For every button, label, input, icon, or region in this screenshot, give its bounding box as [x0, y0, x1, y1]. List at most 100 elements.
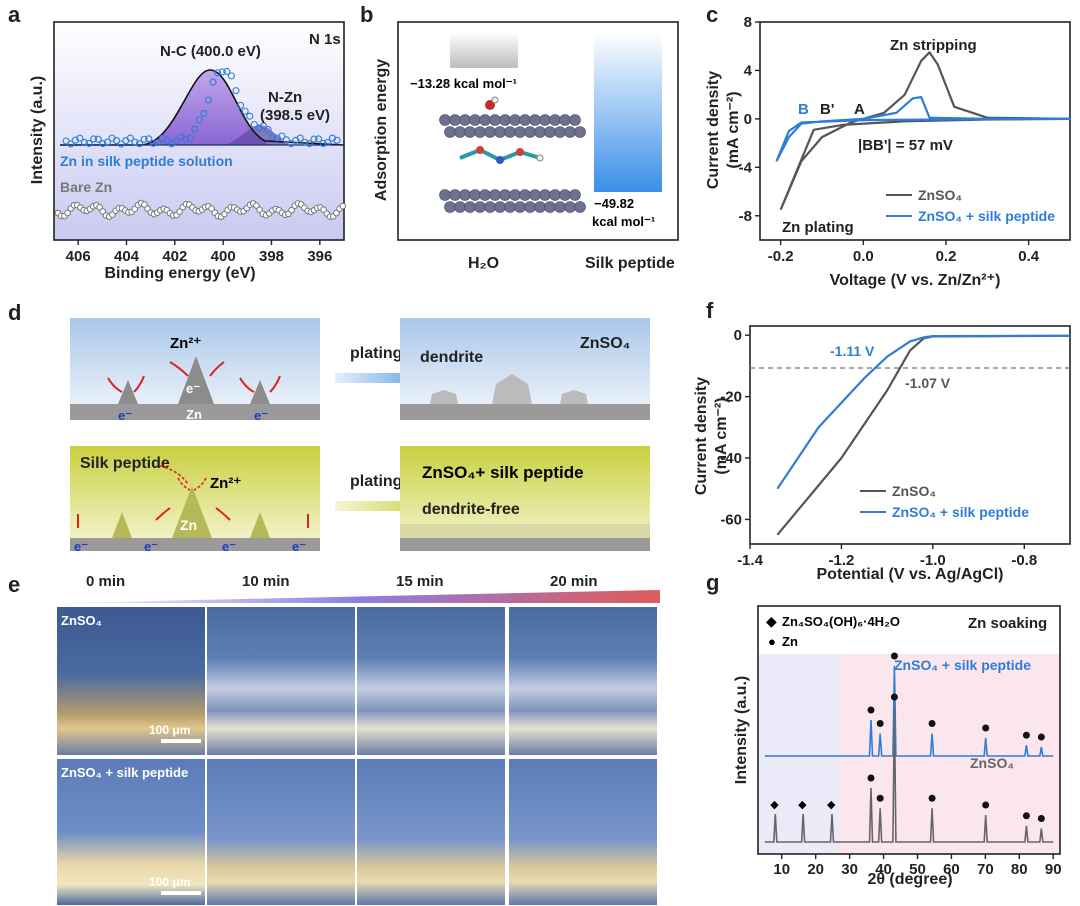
- zn-atom: [489, 114, 501, 126]
- data-point: [214, 69, 222, 77]
- x-tick-label: 30: [841, 861, 858, 878]
- legend-hydroxide: Zn₄SO₄(OH)₆·4H₂O: [782, 614, 900, 629]
- silk-peptide-spectrum: [62, 67, 341, 148]
- zn-atom: [534, 126, 546, 138]
- data-point: [237, 101, 245, 109]
- panel-label-c: c: [706, 2, 719, 27]
- zn-atom: [464, 201, 476, 213]
- zn-atom: [504, 126, 516, 138]
- data-point: [333, 209, 340, 217]
- y-tick-label: 0: [744, 111, 752, 128]
- zn-atom: [574, 126, 586, 138]
- x-ticks: 406 404 402 400 398 396: [66, 240, 332, 265]
- electron-label: e⁻: [186, 381, 200, 396]
- time-15: 15 min: [396, 573, 444, 590]
- zn-peak-marker: [867, 706, 875, 714]
- y-tick-label: 0: [734, 327, 742, 344]
- hydroxide-diamond-icon: ◆: [766, 613, 777, 629]
- data-point: [218, 68, 226, 76]
- x-tick-label: 404: [114, 248, 140, 265]
- y-tick-label: -4: [739, 159, 753, 176]
- zn-atom: [554, 126, 566, 138]
- data-point: [145, 135, 153, 143]
- zn-atom: [514, 126, 526, 138]
- zn-atom: [559, 114, 571, 126]
- data-point: [149, 139, 157, 147]
- data-point: [113, 137, 121, 145]
- micrograph-znso4-1: [206, 606, 356, 756]
- zn-atom: [544, 126, 556, 138]
- silk-energy-value: −49.82: [594, 196, 634, 211]
- x-axis-label: Potential (V vs. Ag/AgCl): [817, 566, 1004, 583]
- data-point: [204, 96, 212, 104]
- data-point: [253, 202, 260, 209]
- y-tick-label: -20: [720, 389, 742, 406]
- a-marker: A: [854, 101, 865, 118]
- plating-arrow: [335, 366, 420, 390]
- zn-atom: [454, 201, 466, 213]
- scale-bar: [161, 891, 201, 895]
- data-point: [64, 209, 71, 217]
- zn-label: Zn: [180, 517, 197, 533]
- bprime-marker: B': [820, 101, 834, 118]
- x-tick-label: -1.0: [920, 552, 946, 569]
- zn-atom: [564, 201, 576, 213]
- h2o-adsorption-structure: [439, 96, 586, 138]
- micrograph-silk-0: ZnSO₄ + silk peptide 100 μm: [56, 758, 206, 906]
- series-line: [779, 51, 1072, 211]
- legend-znso4: ZnSO₄: [892, 483, 936, 499]
- znso4-silk-label: ZnSO₄+ silk peptide: [422, 463, 584, 482]
- data-point: [163, 136, 171, 144]
- y-axis-label: Adsorption energy: [373, 59, 390, 201]
- data-point: [191, 125, 199, 133]
- panel-label-e: e: [8, 572, 21, 597]
- electron-label: e⁻: [292, 539, 306, 554]
- x-tick-label: 0.4: [1018, 248, 1040, 265]
- y-axis-unit: (mA cm⁻²): [713, 397, 730, 474]
- zn-atom: [504, 201, 516, 213]
- plating-label: Zn plating: [782, 219, 854, 236]
- x-tick-label: 60: [943, 861, 960, 878]
- data-point: [181, 135, 190, 143]
- x-tick-label: 20: [807, 861, 824, 878]
- zn-soaking-label: Zn soaking: [968, 615, 1047, 632]
- x-tick-label: 50: [909, 861, 926, 878]
- zn-atom: [539, 189, 551, 201]
- onset-znso4: -1.07 V: [905, 375, 951, 391]
- x-tick-label: -1.4: [737, 552, 764, 569]
- y-axis-label: Intensity (a.u.): [733, 676, 750, 784]
- zn-atom: [494, 201, 506, 213]
- data-point: [255, 124, 263, 132]
- dendrite-label: dendrite: [420, 349, 483, 366]
- x-axis-label: Voltage (V vs. Zn/Zn²⁺): [830, 272, 1001, 289]
- hydroxide-peak-marker: ◆: [827, 799, 836, 811]
- micrograph-znso4-2: [356, 606, 506, 756]
- panel-label-f: f: [706, 298, 714, 323]
- zn-atom: [509, 114, 521, 126]
- legend-silk: ZnSO₄ + silk peptide: [918, 208, 1055, 224]
- panel-f-lsv-chart: -1.4 -1.2 -1.0 -0.8 0 -20 -40 -60 -1.11 V -1.07…: [693, 325, 1071, 583]
- zn-atom: [524, 201, 536, 213]
- zn-atom: [529, 114, 541, 126]
- scale-bar-label: 100 μm: [149, 875, 191, 889]
- time-gradient-bar: [56, 590, 660, 603]
- zn-peak-marker: [928, 794, 936, 802]
- legend-znso4: ZnSO₄: [918, 187, 962, 203]
- stripping-label: Zn stripping: [890, 37, 977, 54]
- series-silk-label: ZnSO₄ + silk peptide: [894, 657, 1031, 673]
- data-point: [136, 140, 144, 148]
- micrograph-silk-1: [206, 758, 356, 906]
- xrd-pattern: [764, 665, 1054, 757]
- data-point: [305, 139, 313, 148]
- zn-atom: [459, 114, 471, 126]
- scale-bar: [161, 739, 201, 743]
- x-tick-label: 406: [66, 248, 91, 265]
- nzn-peak-label: N-Zn: [268, 89, 302, 106]
- scale-bar-label: 100 μm: [149, 723, 191, 737]
- panel-d-schematic: Zn²⁺ e⁻ e⁻ e⁻ Zn plating dendrite ZnSO₄ …: [70, 318, 650, 554]
- zn-peak-marker: [890, 693, 898, 701]
- data-point: [241, 107, 249, 115]
- series-line: [776, 334, 1071, 490]
- data-point: [287, 140, 295, 148]
- data-point: [176, 208, 183, 215]
